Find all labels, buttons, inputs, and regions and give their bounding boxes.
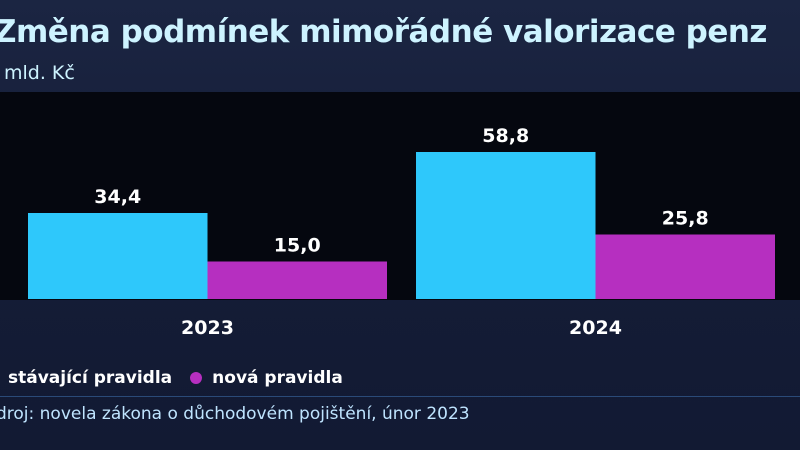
divider <box>0 396 800 397</box>
bar <box>595 234 775 299</box>
legend-swatch-icon <box>190 372 203 384</box>
legend-item: nová pravidla <box>190 368 343 388</box>
x-tick-label: 2024 <box>569 317 622 339</box>
data-label: 58,8 <box>482 125 529 147</box>
legend: stávající pravidla nová pravidla <box>0 368 343 388</box>
bar-chart: 34,4 15,0 2023 58,8 25,8 2024 <box>0 92 800 339</box>
legend-label: stávající pravidla <box>8 368 173 388</box>
legend-item: stávající pravidla <box>0 368 172 388</box>
x-tick-label: 2023 <box>181 317 234 339</box>
bar <box>207 261 387 299</box>
data-label: 25,8 <box>662 208 709 230</box>
chart-title: Změna podmínek mimořádné valorizace penz <box>0 14 767 50</box>
legend-label: nová pravidla <box>212 368 343 388</box>
bar <box>28 213 208 299</box>
bar <box>416 152 596 299</box>
data-label: 34,4 <box>94 186 141 208</box>
data-label: 15,0 <box>274 235 321 257</box>
source-note: droj: novela zákona o důchodovém pojiště… <box>0 404 470 424</box>
unit-label: mld. Kč <box>4 62 75 84</box>
